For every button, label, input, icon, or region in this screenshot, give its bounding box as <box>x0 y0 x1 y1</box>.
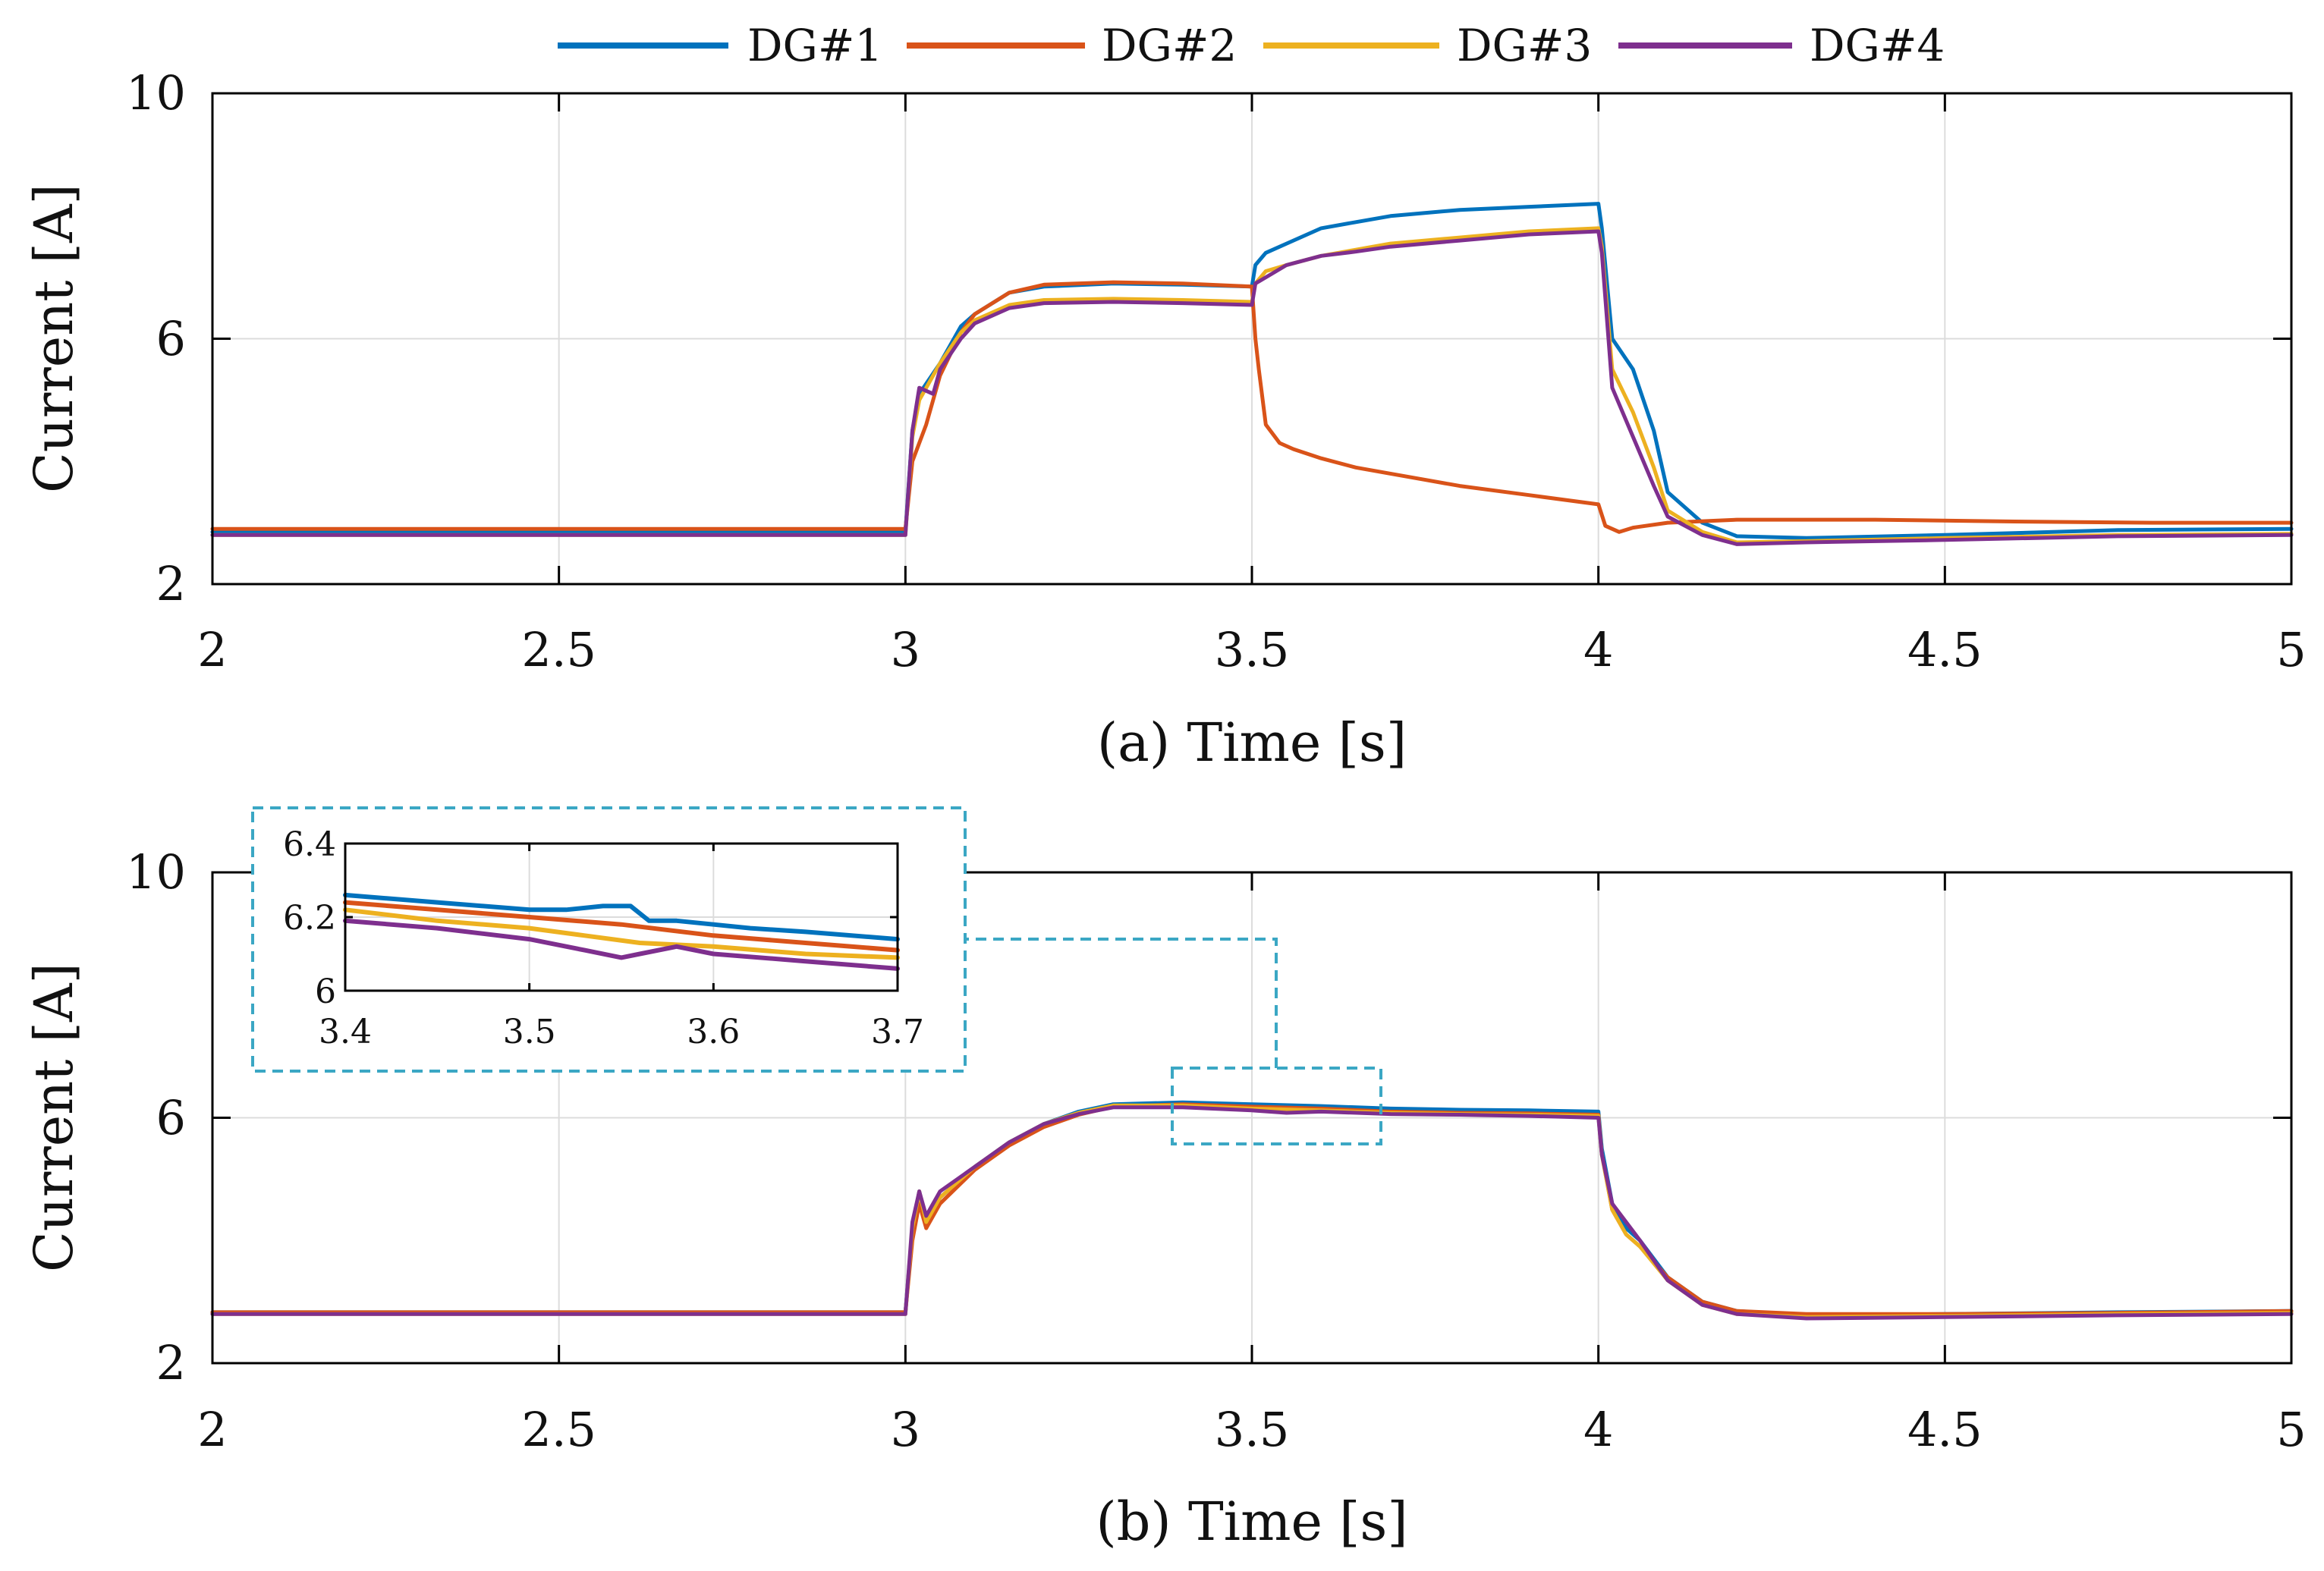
series-line-dg4 <box>343 918 900 971</box>
y-tick-label: 10 <box>126 65 186 121</box>
tick-marks-a <box>211 92 2293 586</box>
x-tick-label: 4 <box>1583 1402 1613 1457</box>
y-tick-label: 6 <box>156 1090 186 1145</box>
x-axis-label-b: (b) Time [s] <box>1096 1491 1407 1553</box>
plot-b-series <box>210 1100 2294 1321</box>
x-tick-label: 5 <box>2276 1402 2306 1457</box>
inset-series <box>343 892 900 971</box>
x-tick-label: 4 <box>1583 622 1613 677</box>
panel-b: 2 2.5 3 3.5 4 4.5 5 2 6 10 (b) Time [s] … <box>23 806 2307 1553</box>
inset-tick-marks <box>344 842 899 992</box>
y-axis-label-b: Current [A] <box>23 963 85 1272</box>
series-line-dg2 <box>343 900 900 953</box>
x-tick-label: 3.5 <box>1215 622 1290 677</box>
legend: DG#1 DG#2 DG#3 DG#4 <box>558 20 1945 71</box>
inset-x-tick-label: 3.6 <box>687 1013 740 1051</box>
y-axis-label-a: Current [A] <box>23 184 85 493</box>
x-tick-label: 3 <box>891 1402 920 1457</box>
y-ticks-b: 2 6 10 <box>126 844 186 1390</box>
legend-label-dg1: DG#1 <box>747 20 882 71</box>
inset-x-tick-label: 3.5 <box>503 1013 556 1051</box>
legend-label-dg4: DG#4 <box>1810 20 1945 71</box>
plot-a-series <box>210 202 2294 546</box>
legend-label-dg3: DG#3 <box>1457 20 1592 71</box>
series-line-dg1 <box>343 892 900 942</box>
zoom-region-box <box>1171 1067 1382 1145</box>
inset-y-tick-label: 6 <box>315 972 336 1011</box>
x-tick-label: 2 <box>197 1402 227 1457</box>
x-tick-label: 2 <box>197 622 227 677</box>
y-tick-label: 10 <box>126 844 186 900</box>
x-tick-label: 4.5 <box>1907 622 1983 677</box>
x-axis-label-a: (a) Time [s] <box>1097 712 1407 774</box>
grid-lines-a <box>212 93 2291 584</box>
y-tick-label: 2 <box>156 556 186 611</box>
x-tick-label: 5 <box>2276 622 2306 677</box>
x-ticks-b: 2 2.5 3 3.5 4 4.5 5 <box>197 1402 2306 1457</box>
x-tick-label: 4.5 <box>1907 1402 1983 1457</box>
x-tick-label: 3.5 <box>1215 1402 1290 1457</box>
x-ticks-a: 2 2.5 3 3.5 4 4.5 5 <box>197 622 2306 677</box>
y-tick-label: 2 <box>156 1335 186 1390</box>
inset-y-tick-label: 6.4 <box>283 825 336 864</box>
inset: 3.4 3.5 3.6 3.7 6 6.2 6.4 <box>283 825 924 1051</box>
inset-y-tick-label: 6.2 <box>283 899 336 938</box>
series-line-dg3 <box>343 907 900 960</box>
inset-x-tick-label: 3.7 <box>871 1013 924 1051</box>
zoom-connector <box>965 938 1278 1068</box>
y-tick-label: 6 <box>156 311 186 366</box>
x-tick-label: 2.5 <box>521 1402 596 1457</box>
panel-a: 2 2.5 3 3.5 4 4.5 5 2 6 10 (a) Time [s] … <box>23 65 2307 774</box>
x-tick-label: 2.5 <box>521 622 596 677</box>
x-tick-label: 3 <box>891 622 920 677</box>
inset-x-tick-label: 3.4 <box>319 1013 372 1051</box>
series-line-dg1 <box>210 202 2294 540</box>
inset-y-ticks: 6 6.2 6.4 <box>283 825 336 1011</box>
y-ticks-a: 2 6 10 <box>126 65 186 611</box>
series-line-dg4 <box>210 229 2294 546</box>
series-line-dg4 <box>210 1105 2294 1321</box>
legend-label-dg2: DG#2 <box>1102 20 1237 71</box>
inset-x-ticks: 3.4 3.5 3.6 3.7 <box>319 1013 924 1051</box>
